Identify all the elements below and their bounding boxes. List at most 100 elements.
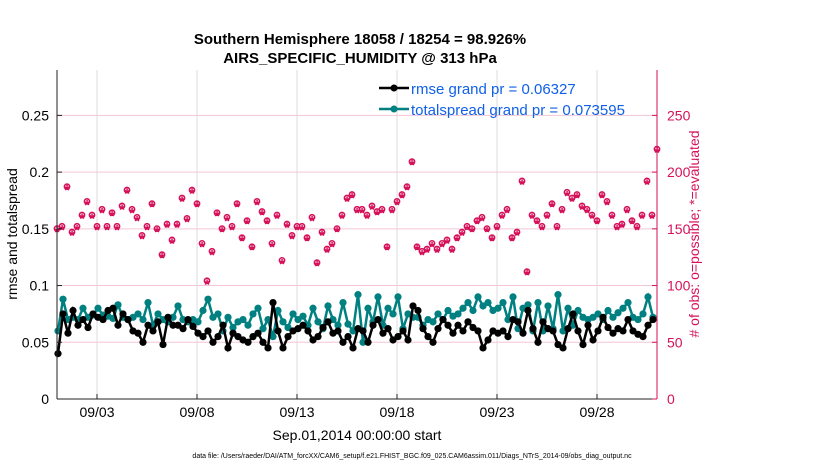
totalspread-point <box>554 291 562 299</box>
rmse-point <box>244 338 252 346</box>
obs-evaluated-marker: * <box>504 205 510 222</box>
obs-possible-marker <box>473 217 481 225</box>
obs-possible-marker <box>398 191 406 198</box>
rmse-point <box>564 325 572 333</box>
obs-evaluated-marker: * <box>329 239 335 256</box>
obs-evaluated-marker: * <box>634 222 640 239</box>
obs-point: * <box>338 210 346 227</box>
obs-point: * <box>593 216 601 233</box>
obs-evaluated-marker: * <box>344 193 350 210</box>
obs-possible-marker <box>628 217 636 225</box>
obs-point: * <box>428 239 436 256</box>
obs-point: * <box>473 216 481 233</box>
obs-possible-marker <box>73 222 81 230</box>
obs-evaluated-marker: * <box>184 214 190 231</box>
legend: rmse grand pr = 0.06327 totalspread gran… <box>379 81 625 119</box>
obs-possible-marker <box>453 234 461 242</box>
y-tick-label: 0.1 <box>30 278 50 294</box>
obs-point: * <box>368 201 376 218</box>
rmse-point <box>179 325 187 333</box>
obs-possible-marker <box>188 186 196 194</box>
rmse-point <box>529 325 537 333</box>
obs-evaluated-marker: * <box>464 222 470 239</box>
rmse-point <box>424 333 432 341</box>
obs-possible-marker <box>578 202 586 210</box>
obs-evaluated-marker: * <box>94 222 100 239</box>
rmse-point <box>304 327 312 335</box>
totalspread-point <box>374 293 382 301</box>
obs-point: * <box>563 188 571 205</box>
obs-evaluated-marker: * <box>209 247 215 264</box>
rmse-point <box>394 333 402 341</box>
obs-evaluated-marker: * <box>559 205 565 222</box>
obs-point: * <box>438 239 446 256</box>
obs-possible-marker <box>558 205 566 213</box>
ticks: 09/03 09/08 09/13 09/18 09/23 09/28 0 50 100 150 2… <box>22 107 691 420</box>
obs-point: * <box>398 190 406 207</box>
obs-possible-marker <box>633 222 641 230</box>
rmse-point <box>619 327 627 335</box>
totalspread-point <box>334 321 342 329</box>
obs-possible-marker <box>588 211 596 219</box>
rmse-point <box>219 321 227 329</box>
obs-evaluated-marker: * <box>259 207 265 224</box>
obs-possible-marker <box>223 213 231 221</box>
obs-evaluated-marker: * <box>474 216 480 233</box>
y-tick-label: 0.05 <box>22 334 49 350</box>
totalspread-point <box>609 313 617 321</box>
x-tick-label: 09/18 <box>379 404 414 420</box>
rmse-point <box>159 340 167 349</box>
obs-possible-marker <box>313 259 321 267</box>
obs-evaluated-marker: * <box>434 245 440 262</box>
obs-possible-marker <box>103 222 111 230</box>
obs-evaluated-marker: * <box>554 222 560 239</box>
series-layer: *** ************ *************************… <box>53 145 661 358</box>
obs-possible-marker <box>368 202 376 210</box>
rmse-point <box>639 333 647 341</box>
obs-point: * <box>393 197 401 214</box>
obs-evaluated-marker: * <box>189 186 195 203</box>
obs-possible-marker <box>333 225 341 232</box>
totalspread-point <box>199 306 207 315</box>
totalspread-point <box>624 298 632 307</box>
totalspread-point <box>389 310 397 318</box>
rmse-point <box>359 327 367 335</box>
obs-possible-marker <box>138 232 146 239</box>
obs-possible-marker <box>323 245 331 253</box>
totalspread-point <box>134 310 142 318</box>
y-tick-label: 0.25 <box>22 107 49 123</box>
obs-possible-marker <box>408 158 416 166</box>
rmse-point <box>549 327 557 335</box>
obs-possible-marker <box>483 225 491 232</box>
totalspread-point <box>214 310 222 318</box>
rmse-point <box>164 313 172 321</box>
totalspread-point <box>244 321 252 329</box>
rmse-point <box>419 325 427 333</box>
obs-point: * <box>553 222 561 239</box>
obs-evaluated-marker: * <box>114 222 120 239</box>
obs-possible-marker <box>113 222 121 230</box>
obs-evaluated-marker: * <box>299 222 305 239</box>
rmse-point <box>339 338 347 346</box>
rmse-point <box>119 310 127 318</box>
totalspread-point <box>144 298 152 307</box>
obs-point: * <box>503 205 511 222</box>
obs-point: * <box>383 242 391 259</box>
obs-point: * <box>78 210 86 227</box>
rmse-point <box>254 329 262 337</box>
rmse-point <box>499 327 507 335</box>
obs-evaluated-marker: * <box>524 267 530 284</box>
obs-evaluated-marker: * <box>284 220 290 237</box>
obs-point: * <box>573 190 581 207</box>
obs-evaluated-marker: * <box>424 245 430 262</box>
obs-evaluated-marker: * <box>124 186 130 203</box>
rmse-point <box>539 318 547 326</box>
obs-point: * <box>68 228 76 245</box>
rmse-point <box>279 344 287 352</box>
y-tick-label: 0 <box>41 391 49 407</box>
rmse-point <box>114 321 122 329</box>
obs-evaluated-marker: * <box>369 201 375 218</box>
obs-evaluated-marker: * <box>179 193 185 210</box>
obs-evaluated-marker: * <box>324 245 330 262</box>
rmse-point <box>224 344 232 352</box>
